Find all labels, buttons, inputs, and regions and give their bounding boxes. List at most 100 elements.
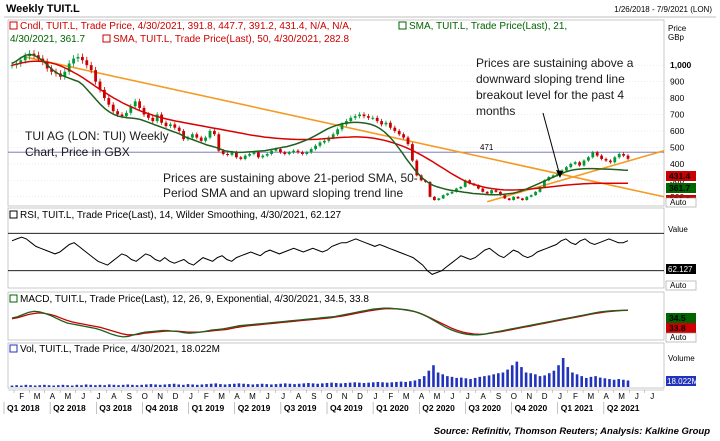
legend-checkbox[interactable] xyxy=(398,21,407,30)
volume-bar xyxy=(506,369,509,387)
volume-bar xyxy=(529,373,533,387)
candle-body xyxy=(305,152,309,154)
candle-body xyxy=(569,163,573,168)
candle-body xyxy=(270,150,273,154)
candle-body xyxy=(415,160,419,176)
volume-bar xyxy=(497,373,500,387)
auto-scale-label: Auto xyxy=(670,198,687,207)
volume-bar xyxy=(191,384,194,387)
volume-bar xyxy=(182,384,185,387)
volume-bar xyxy=(510,365,514,387)
month-tick-label: N xyxy=(342,392,348,401)
legend-checkbox[interactable] xyxy=(9,294,18,303)
volume-bar xyxy=(589,376,593,387)
candle-body xyxy=(389,122,392,128)
volume-bar xyxy=(524,372,528,387)
candle-body xyxy=(283,152,287,154)
candle-body xyxy=(490,190,493,194)
volume-bar xyxy=(330,382,333,387)
rsi-last-value: 62.127 xyxy=(668,265,693,274)
candle-body xyxy=(437,198,441,201)
volume-bar xyxy=(612,379,616,387)
volume-bar xyxy=(390,382,394,387)
candle-body xyxy=(111,104,115,112)
volume-bar xyxy=(622,379,625,387)
candle-body xyxy=(67,63,71,72)
month-tick-label: M xyxy=(403,392,410,401)
month-tick-label: F xyxy=(204,392,209,401)
month-tick-label: M xyxy=(434,392,441,401)
candle-body xyxy=(116,111,119,115)
volume-bar xyxy=(75,384,79,387)
volume-bar xyxy=(288,383,292,387)
volume-bar xyxy=(515,361,519,387)
macd-last-values: 34.533.8 xyxy=(666,313,696,333)
x-axis-quarters: Q1 2018 Q2 2018 Q3 2018 Q4 2018 Q1 2019 Q2 20… xyxy=(3,402,640,414)
candle-body xyxy=(23,56,27,61)
month-tick-label: A xyxy=(50,392,56,401)
volume-bar xyxy=(233,383,236,387)
volume-bar xyxy=(446,376,449,387)
volume-bar xyxy=(237,383,241,387)
price-tick-label: 900 xyxy=(670,77,684,87)
legend-sma21-value: 4/30/2021, 361.7 xyxy=(10,34,86,45)
volume-bar xyxy=(70,385,74,387)
annotation-right-4: months xyxy=(476,104,515,118)
candle-body xyxy=(367,116,370,118)
volume-bar xyxy=(617,379,621,387)
candle-body xyxy=(265,154,269,156)
candle-body xyxy=(177,127,181,131)
candle-body xyxy=(573,162,577,164)
volume-bar xyxy=(52,385,55,387)
volume-bar xyxy=(126,384,130,387)
volume-bar xyxy=(158,384,162,387)
vol-last-value-box xyxy=(666,376,696,386)
candle-body xyxy=(199,137,203,141)
rsi-line xyxy=(11,236,629,275)
month-tick-label: J xyxy=(558,392,562,401)
auto-scale-button[interactable] xyxy=(665,332,697,343)
legend-checkbox[interactable] xyxy=(102,34,111,43)
month-tick-label: J xyxy=(635,392,639,401)
volume-bar xyxy=(571,372,574,387)
candle-body xyxy=(463,180,467,187)
legend-checkbox[interactable] xyxy=(9,210,18,219)
candle-body xyxy=(384,122,388,125)
candle-body xyxy=(213,130,216,135)
candle-body xyxy=(327,137,331,141)
volume-bar xyxy=(270,384,273,387)
price-grid: 471 xyxy=(8,64,664,198)
legend-checkbox[interactable] xyxy=(9,344,18,353)
candle-body xyxy=(147,114,150,118)
volume-bar xyxy=(80,385,83,387)
quarter-label: Q1 2019 xyxy=(192,403,225,413)
quarter-label: Q1 2018 xyxy=(7,403,40,413)
legend-rsi: RSI, TUIT.L, Trade Price(Last), 14, Wild… xyxy=(20,210,342,221)
volume-bar xyxy=(492,374,495,387)
candle-body xyxy=(182,130,185,140)
volume-bar xyxy=(626,380,630,387)
candle-body xyxy=(340,124,344,130)
macd-signal-line xyxy=(11,308,629,336)
month-tick-label: J xyxy=(650,392,654,401)
auto-scale-button[interactable] xyxy=(665,280,697,291)
volume-bar xyxy=(103,385,106,387)
volume-bar xyxy=(455,377,458,387)
volume-bar xyxy=(399,381,403,387)
vol-panel xyxy=(7,342,665,389)
volume-bar xyxy=(177,384,181,387)
candle-body xyxy=(358,114,361,117)
month-tick-label: J xyxy=(189,392,193,401)
candle-body xyxy=(591,152,595,158)
price-panel xyxy=(7,19,665,207)
volume-bar xyxy=(316,383,319,387)
candle-body xyxy=(512,196,515,201)
candle-body xyxy=(397,130,401,135)
volume-bar xyxy=(121,384,125,387)
legend-checkbox[interactable] xyxy=(9,21,18,30)
volume-bar xyxy=(395,381,398,387)
auto-scale-button[interactable] xyxy=(665,197,697,208)
volume-bar xyxy=(283,383,287,387)
candle-body xyxy=(94,70,97,82)
candle-body xyxy=(173,124,177,128)
